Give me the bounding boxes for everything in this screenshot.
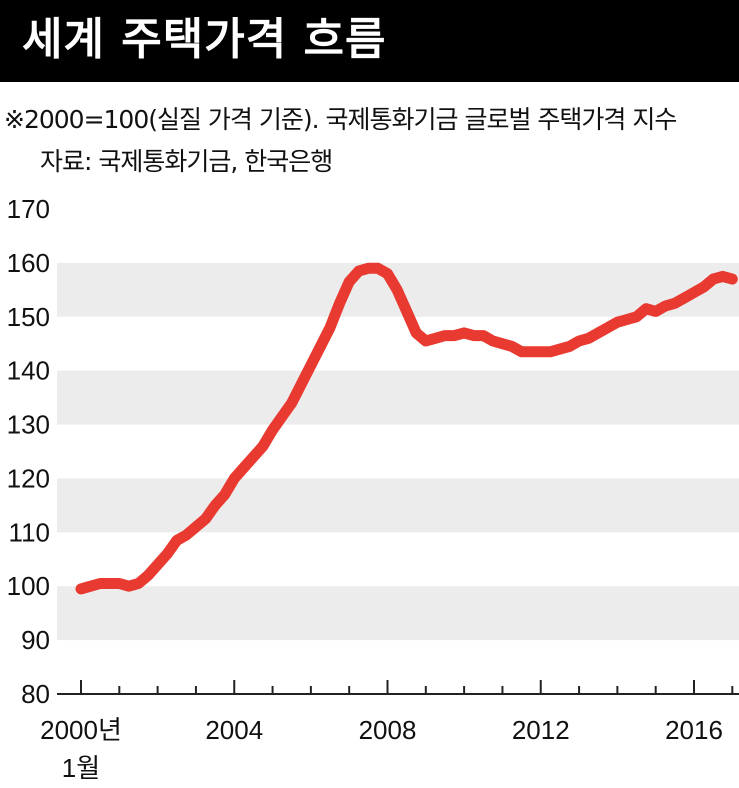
y-tick-label: 120 [7, 463, 50, 493]
y-tick-label: 100 [7, 571, 50, 601]
chart-title: 세계 주택가격 흐름 [22, 14, 387, 65]
y-tick-label: 140 [7, 356, 50, 386]
grid-band [57, 478, 739, 533]
x-tick-label-2: 1월 [62, 753, 100, 783]
grid-bands [57, 262, 739, 641]
x-tick-label: 2016 [665, 715, 723, 745]
x-tick-label: 2000년 [40, 715, 122, 745]
y-tick-label: 150 [7, 302, 50, 332]
y-tick-label: 80 [21, 679, 50, 709]
series-group [75, 262, 738, 595]
chart-source: 자료: 국제통화기금, 한국은행 [40, 147, 333, 176]
y-tick-label: 130 [7, 410, 50, 440]
x-tick-label: 2012 [512, 715, 570, 745]
series-line [75, 262, 738, 595]
title-bar: 세계 주택가격 흐름 [0, 0, 739, 82]
y-tick-label: 160 [7, 248, 50, 278]
y-axis: 80 90 100 110 120 130 140 150 160 170 [7, 194, 50, 709]
grid-band [57, 370, 739, 425]
chart-note: ※2000=100(실질 가격 기준). 국제통화기금 글로벌 주택가격 지수 [4, 105, 677, 134]
y-tick-label: 170 [7, 194, 50, 224]
y-tick-label: 90 [21, 625, 50, 655]
x-axis: 2000년 1월 2004 2008 2012 2016 [40, 680, 739, 783]
x-tick-label: 2004 [205, 715, 263, 745]
grid-band [57, 586, 739, 641]
x-tick-label: 2008 [359, 715, 417, 745]
y-tick-label: 110 [9, 517, 50, 547]
